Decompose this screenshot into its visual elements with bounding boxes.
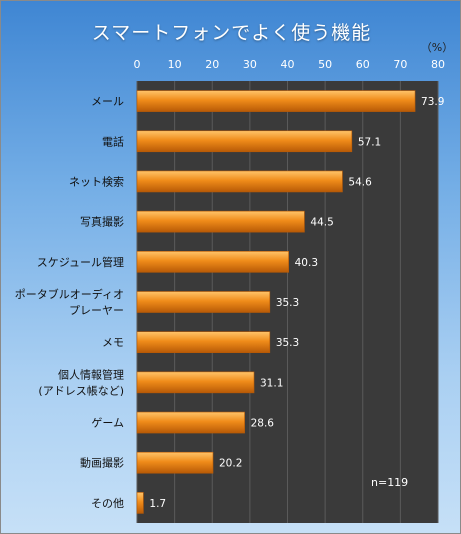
- data-label: 28.6: [251, 418, 275, 430]
- category-label: プレーヤー: [69, 304, 124, 317]
- category-label: その他: [91, 497, 124, 510]
- data-label: 20.2: [219, 458, 242, 470]
- data-label: 44.5: [310, 217, 333, 229]
- x-tick-label: 10: [168, 58, 182, 71]
- bar: [136, 170, 343, 193]
- x-tick-label: 60: [356, 58, 370, 71]
- data-label: 1.7: [149, 498, 166, 510]
- data-label: 31.1: [260, 377, 283, 389]
- data-label: 54.6: [348, 176, 372, 188]
- category-label: ネット検索: [69, 174, 124, 188]
- category-label: メール: [91, 95, 124, 108]
- chart-title: スマートフォンでよく使う機能: [91, 22, 372, 44]
- category-label: 個人情報管理: [58, 367, 124, 381]
- x-tick-label: 40: [281, 58, 295, 71]
- data-label: 35.3: [276, 337, 299, 349]
- category-label: (アドレス帳など): [38, 383, 124, 397]
- bar: [136, 451, 214, 474]
- bar: [136, 130, 353, 153]
- category-label: 電話: [102, 134, 124, 148]
- data-label: 40.3: [295, 257, 318, 269]
- category-label: スケジュール管理: [37, 255, 124, 269]
- x-tick-label: 20: [205, 58, 219, 71]
- bar: [136, 411, 245, 434]
- x-tick-label: 50: [318, 58, 332, 71]
- x-tick-label: 0: [134, 58, 141, 71]
- bar: [136, 371, 255, 394]
- category-label: ゲーム: [91, 417, 124, 430]
- x-tick-label: 70: [393, 58, 407, 71]
- sample-size-note: n=119: [371, 476, 408, 489]
- bar: [136, 291, 271, 313]
- x-tick-label: 30: [243, 58, 257, 71]
- data-label: 35.3: [276, 297, 299, 309]
- bar: [136, 492, 144, 514]
- category-label: ポータブルオーディオ: [15, 287, 124, 301]
- bar: [136, 210, 305, 233]
- category-label: 動画撮影: [80, 456, 124, 470]
- x-tick-label: 80: [431, 58, 445, 71]
- unit-label: （%）: [421, 41, 453, 54]
- category-label: メモ: [102, 336, 124, 349]
- category-label: 写真撮影: [80, 215, 124, 229]
- data-label: 57.1: [358, 136, 381, 148]
- bar: [136, 331, 271, 353]
- data-label: 73.9: [421, 96, 444, 108]
- bar: [136, 251, 289, 273]
- bar: [136, 90, 416, 112]
